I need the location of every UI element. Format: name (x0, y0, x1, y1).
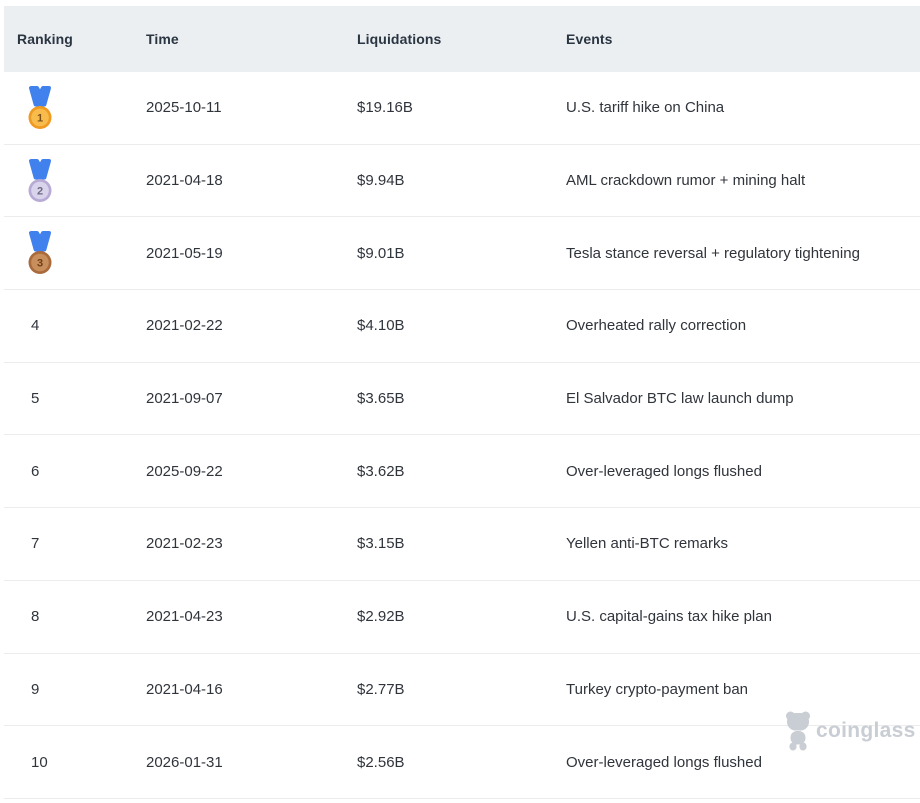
liquidations-ranking-table: Ranking Time Liquidations Events 1 2025-… (4, 6, 920, 799)
bronze-medal-icon: 3 (28, 231, 52, 275)
liquidations-cell: $3.62B (357, 462, 405, 480)
rank-cell: 2 (17, 145, 146, 217)
table-row: 6 2025-09-22 $3.62B Over-leveraged longs… (4, 435, 920, 509)
column-header-events: Events (566, 31, 613, 47)
column-header-time: Time (146, 31, 179, 47)
table-row: 7 2021-02-23 $3.15B Yellen anti-BTC rema… (4, 508, 920, 581)
time-cell: 2021-02-22 (146, 317, 223, 335)
rank-cell: 8 (17, 581, 146, 653)
liquidations-cell: $2.56B (357, 753, 405, 771)
column-header-liquidations: Liquidations (357, 31, 442, 47)
table-row: 8 2021-04-23 $2.92B U.S. capital-gains t… (4, 580, 920, 654)
gold-medal-icon: 1 (28, 85, 52, 129)
event-cell: Tesla stance reversal + regulatory tight… (566, 244, 860, 262)
rank-cell: 9 (17, 654, 146, 726)
time-cell: 2025-09-22 (146, 462, 223, 480)
rank-number: 8 (31, 608, 40, 626)
rank-cell: 5 (17, 363, 146, 435)
liquidations-cell: $19.16B (357, 99, 413, 117)
time-cell: 2021-09-07 (146, 390, 223, 408)
event-cell: Turkey crypto-payment ban (566, 680, 749, 698)
table-row: 3 2021-05-19 $9.01B Tesla stance reversa… (4, 217, 920, 291)
liquidations-cell: $2.77B (357, 680, 405, 698)
event-cell: Yellen anti-BTC remarks (566, 535, 729, 553)
rank-cell: 3 (17, 217, 146, 289)
table-row: 4 2021-02-22 $4.10B Overheated rally cor… (4, 290, 920, 363)
liquidations-cell: $4.10B (357, 317, 405, 335)
table-row: 5 2021-09-07 $3.65B El Salvador BTC law … (4, 362, 920, 436)
svg-text:1: 1 (37, 112, 43, 124)
time-cell: 2025-10-11 (146, 99, 222, 117)
silver-medal-icon: 2 (28, 158, 52, 202)
table-row: 10 2026-01-31 $2.56B Over-leveraged long… (4, 726, 920, 799)
table-row: 2 2021-04-18 $9.94B AML crackdown rumor … (4, 144, 920, 218)
rank-number: 7 (31, 535, 40, 553)
time-cell: 2021-04-23 (146, 608, 223, 626)
rank-cell: 1 (17, 72, 146, 144)
event-cell: El Salvador BTC law launch dump (566, 390, 794, 408)
svg-text:3: 3 (37, 258, 43, 270)
rank-number: 4 (31, 317, 40, 335)
rank-number: 5 (31, 390, 40, 408)
rank-number: 10 (31, 753, 48, 771)
event-cell: Overheated rally correction (566, 317, 747, 335)
svg-text:2: 2 (37, 185, 43, 197)
rank-cell: 6 (17, 435, 146, 507)
table-row: 9 2021-04-16 $2.77B Turkey crypto-paymen… (4, 653, 920, 727)
event-cell: Over-leveraged longs flushed (566, 462, 762, 480)
rank-number: 9 (31, 680, 40, 698)
liquidations-cell: $9.94B (357, 172, 405, 190)
time-cell: 2021-04-18 (146, 172, 223, 190)
liquidations-cell: $3.15B (357, 535, 405, 553)
liquidations-cell: $3.65B (357, 390, 405, 408)
table-header-row: Ranking Time Liquidations Events (4, 6, 920, 72)
rank-cell: 4 (17, 290, 146, 362)
time-cell: 2026-01-31 (146, 753, 223, 771)
table-body: 1 2025-10-11 $19.16B U.S. tariff hike on… (4, 72, 920, 799)
table-row: 1 2025-10-11 $19.16B U.S. tariff hike on… (4, 72, 920, 145)
rank-number: 6 (31, 462, 40, 480)
rank-cell: 10 (17, 726, 146, 798)
rank-cell: 7 (17, 508, 146, 580)
column-header-ranking: Ranking (17, 31, 73, 47)
event-cell: Over-leveraged longs flushed (566, 753, 762, 771)
event-cell: U.S. capital-gains tax hike plan (566, 608, 772, 626)
event-cell: AML crackdown rumor + mining halt (566, 172, 806, 190)
liquidations-cell: $2.92B (357, 608, 405, 626)
liquidations-cell: $9.01B (357, 244, 405, 262)
time-cell: 2021-02-23 (146, 535, 223, 553)
time-cell: 2021-05-19 (146, 244, 223, 262)
event-cell: U.S. tariff hike on China (566, 99, 725, 117)
time-cell: 2021-04-16 (146, 680, 223, 698)
